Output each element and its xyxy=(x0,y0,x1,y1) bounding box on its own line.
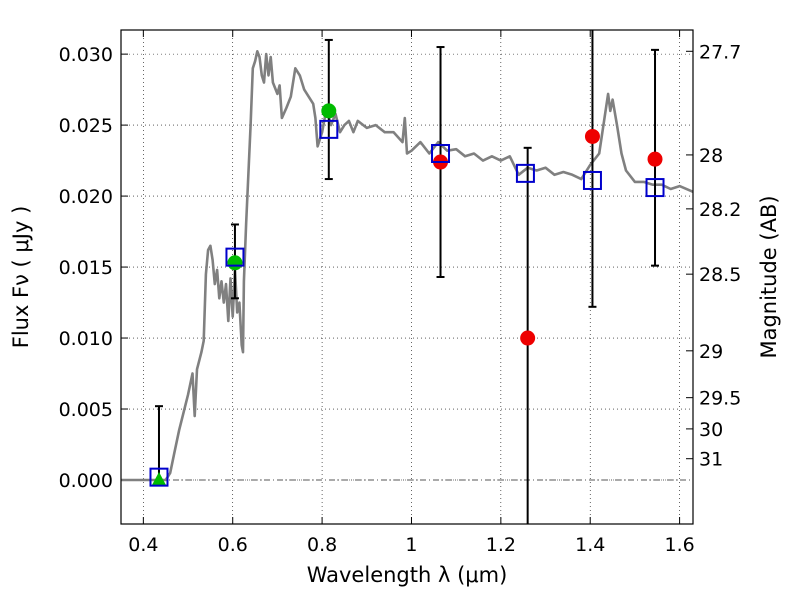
mag-tick-label: 28 xyxy=(699,145,723,167)
x-tick-label: 0.6 xyxy=(218,534,248,556)
plot-frame xyxy=(120,29,694,525)
model-photometry-box xyxy=(645,178,665,198)
mag-tick-label: 28.5 xyxy=(699,264,741,286)
y-tick-label: 0.030 xyxy=(59,44,113,66)
observed-flux-point xyxy=(227,255,243,271)
data-series xyxy=(121,30,694,524)
mag-tick-label: 30 xyxy=(699,419,723,441)
model-photometry-box xyxy=(149,467,169,487)
x-tick-label: 0.8 xyxy=(307,534,337,556)
x-tick-label: 0.4 xyxy=(128,534,158,556)
mag-tick-label: 29.5 xyxy=(699,388,741,410)
y-tick-label: 0.005 xyxy=(59,399,113,421)
x-tick-label: 1 xyxy=(405,534,417,556)
grid-lines xyxy=(121,30,693,524)
y-tick-label: 0.020 xyxy=(59,186,113,208)
model-photometry-box xyxy=(515,163,535,183)
axis-ticks: 0.4 0.6 0.8 1 1.2 1.4 1.6 0.000 0.005 0.010 0.015 0… xyxy=(59,30,741,556)
y-tick-label: 0.025 xyxy=(59,115,113,137)
model-photometry-box xyxy=(582,170,602,190)
observed-flux-point xyxy=(520,330,536,346)
mag-tick-label: 27.7 xyxy=(699,41,741,63)
model-photometry-box xyxy=(431,144,451,163)
observed-limit-triangle xyxy=(151,471,166,485)
x-tick-label: 1.2 xyxy=(486,534,516,556)
model-spectrum-line xyxy=(121,50,694,482)
x-axis-label: Wavelength λ (μm) xyxy=(307,563,508,587)
y-axis-label-right: Magnitude (AB) xyxy=(757,195,781,358)
mag-tick-label: 31 xyxy=(699,449,723,471)
mag-tick-label: 29 xyxy=(699,341,723,363)
x-tick-label: 1.6 xyxy=(664,534,694,556)
x-tick-label: 1.4 xyxy=(575,534,605,556)
model-photometry-box xyxy=(225,247,245,267)
y-tick-label: 0.000 xyxy=(59,470,113,492)
observed-flux-point xyxy=(647,151,663,167)
y-axis-label: Flux Fν ( μJy ) xyxy=(9,206,33,349)
model-photometry-box xyxy=(319,119,339,139)
y-tick-label: 0.010 xyxy=(59,328,113,350)
mag-tick-label: 28.2 xyxy=(699,199,741,221)
observed-flux-point xyxy=(321,103,337,119)
y-tick-label: 0.015 xyxy=(59,257,113,279)
observed-flux-point xyxy=(584,128,600,144)
